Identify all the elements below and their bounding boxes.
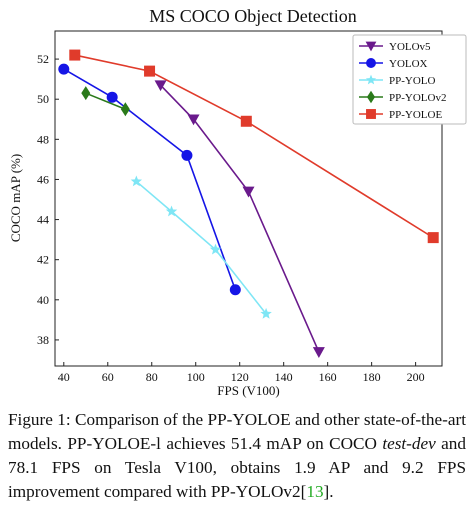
star-marker	[260, 307, 272, 319]
y-tick-label: 44	[37, 213, 49, 227]
chart-title: MS COCO Object Detection	[149, 6, 356, 26]
y-axis-label: COCO mAP (%)	[8, 154, 23, 242]
y-tick-label: 46	[37, 172, 49, 186]
series-line-pp-yoloe	[74, 54, 434, 239]
diamond-marker	[120, 102, 130, 117]
diamond-marker	[366, 90, 376, 104]
legend-label: PP-YOLO	[389, 75, 436, 87]
citation-link[interactable]: 13	[306, 482, 324, 501]
x-axis-label: FPS (V100)	[217, 383, 280, 398]
circle-marker	[229, 284, 241, 296]
x-tick-label: 80	[146, 370, 158, 384]
legend: YOLOv5 YOLOX PP-YOLO PP-YOLOv2 PP-YOLOE	[352, 34, 467, 125]
square-marker	[427, 232, 439, 244]
circle-marker	[58, 63, 70, 75]
star-marker	[209, 243, 222, 255]
series-markers	[58, 49, 439, 358]
caption-dataset: test-dev	[382, 434, 436, 453]
circle-marker	[106, 91, 118, 103]
x-tick-label: 180	[363, 370, 381, 384]
diamond-marker	[81, 86, 91, 101]
triangle-marker	[154, 80, 167, 92]
star-marker	[130, 175, 143, 187]
legend-box	[352, 34, 467, 125]
y-tick-label: 52	[37, 52, 49, 66]
legend-label: PP-YOLOE	[389, 109, 442, 121]
star-marker	[165, 205, 178, 217]
caption-suffix: ].	[323, 482, 334, 501]
x-tick-label: 60	[102, 370, 114, 384]
triangle-marker	[365, 41, 377, 52]
triangle-marker	[242, 186, 255, 198]
square-marker	[144, 65, 156, 77]
series-line-pp-yolov2	[85, 92, 126, 110]
y-tick-label: 38	[37, 333, 49, 347]
series-lines	[63, 54, 434, 353]
triangle-marker	[312, 347, 325, 358]
series-line-pp-yolo	[135, 180, 267, 315]
x-tick-label: 200	[407, 370, 425, 384]
series-line-yolox	[63, 68, 237, 291]
triangle-marker	[187, 114, 200, 126]
legend-label: YOLOX	[389, 58, 428, 70]
star-marker	[365, 74, 377, 85]
x-tick-label: 120	[231, 370, 249, 384]
square-marker	[69, 49, 81, 61]
legend-label: PP-YOLOv2	[389, 92, 446, 104]
chart: MS COCO Object Detection 40 60 80 100 120 140…	[8, 6, 467, 398]
x-tick-label: 140	[275, 370, 293, 384]
series-line-yolov5	[159, 84, 320, 353]
circle-marker	[366, 58, 376, 68]
caption-text-2: and 78.1 FPS on Tesla V100, obtains 1.9 …	[8, 434, 466, 501]
legend-label: YOLOv5	[389, 41, 431, 53]
x-axis-ticks: 40 60 80 100 120 140 160 180 200	[58, 362, 425, 384]
x-tick-label: 100	[187, 370, 205, 384]
plot-area-frame	[54, 30, 443, 367]
figure-caption: Figure 1: Comparison of the PP-YOLOE and…	[8, 408, 466, 504]
y-tick-label: 40	[37, 293, 49, 307]
x-tick-label: 160	[319, 370, 337, 384]
square-marker	[240, 115, 252, 127]
square-marker	[366, 109, 376, 119]
y-axis-ticks: 38 40 42 44 46 48 50 52	[37, 52, 59, 347]
y-tick-label: 50	[37, 92, 49, 106]
y-tick-label: 48	[37, 132, 49, 146]
caption-text: Figure 1: Comparison of the PP-YOLOE and…	[8, 410, 466, 453]
y-tick-label: 42	[37, 253, 49, 267]
x-tick-label: 40	[58, 370, 70, 384]
circle-marker	[181, 149, 193, 161]
